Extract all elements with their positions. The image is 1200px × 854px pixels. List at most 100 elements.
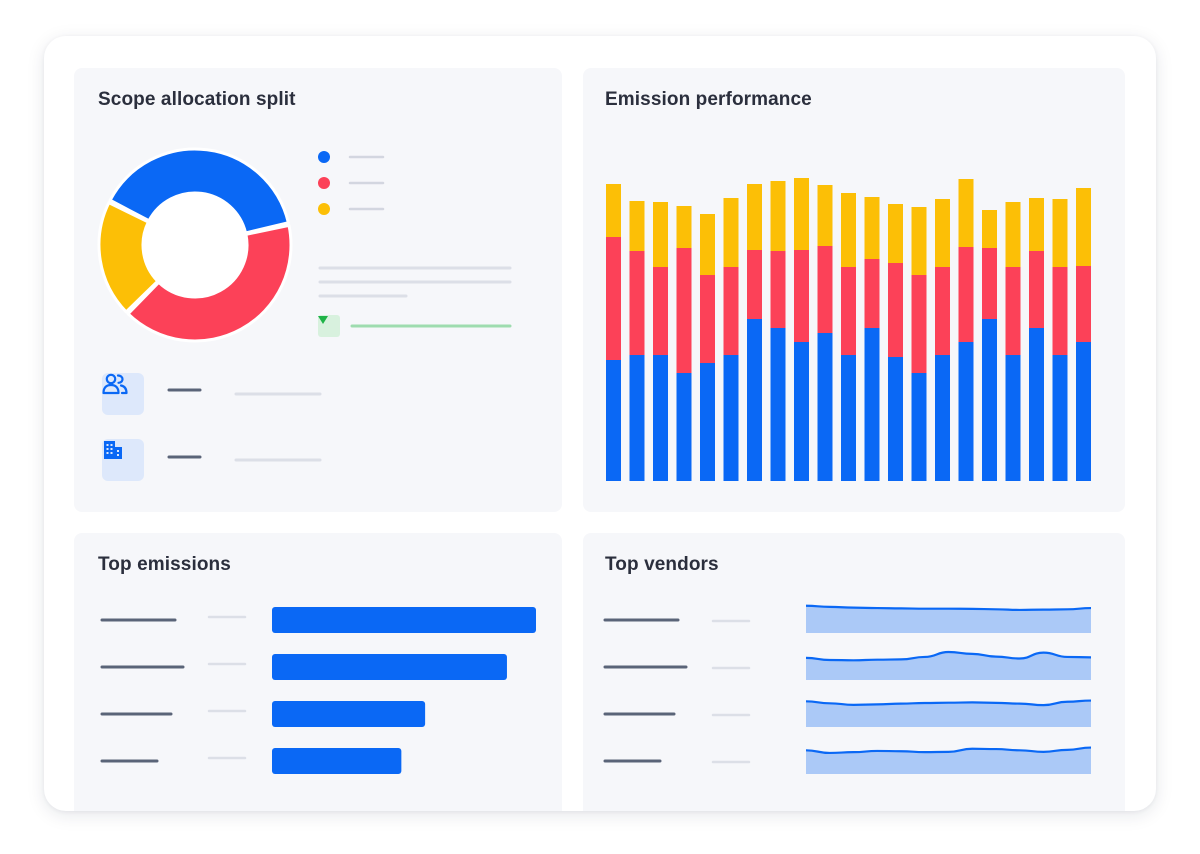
bar-10-segment-1: [817, 333, 833, 481]
emission-performance-title: Emission performance: [605, 89, 812, 110]
bar-7-segment-1: [747, 319, 762, 481]
vendor-area-4: [806, 747, 1091, 774]
vendor-line-4: [805, 746, 1092, 755]
donut-slice-2: [126, 223, 293, 343]
bar-20-segment-2: [1052, 267, 1068, 355]
top-vendors-card: Top vendors: [583, 533, 1125, 811]
emission-bar-2: [272, 654, 507, 680]
bar-16-segment-2: [958, 247, 974, 342]
bar-7-segment-3: [747, 184, 762, 250]
bar-13-segment-2: [888, 263, 903, 357]
bar-21-segment-1: [1076, 342, 1091, 481]
bar-15-segment-3: [935, 199, 950, 267]
bar-18-segment-3: [1005, 202, 1021, 267]
bar-13-segment-3: [888, 204, 903, 263]
down-arrow-icon: [318, 316, 328, 324]
top-emissions-chart: [100, 607, 536, 774]
bar-1-segment-1: [606, 360, 621, 481]
legend-dot-1: [318, 151, 330, 163]
vendor-area-3: [806, 700, 1091, 727]
bar-18-segment-2: [1005, 267, 1021, 355]
bar-16-segment-3: [958, 179, 974, 247]
bar-10-segment-2: [817, 246, 833, 333]
bar-20-segment-3: [1052, 199, 1068, 267]
bar-19-segment-3: [1029, 198, 1044, 251]
bar-12-segment-2: [864, 259, 880, 328]
bar-9-segment-2: [794, 250, 809, 342]
bar-15-segment-2: [935, 267, 950, 355]
bar-16-segment-1: [958, 342, 974, 481]
bar-9-segment-1: [794, 342, 809, 481]
bar-20-segment-1: [1052, 355, 1068, 481]
bar-11-segment-2: [841, 267, 856, 355]
bar-21-segment-3: [1076, 188, 1091, 266]
people-icon-box[interactable]: [102, 373, 144, 415]
emission-bar-3: [272, 701, 426, 727]
scope-allocation-chart: [97, 147, 512, 462]
bar-5-segment-3: [700, 214, 715, 275]
bar-6-segment-2: [723, 267, 739, 355]
dashboard-frame: Scope allocation split: [44, 36, 1156, 811]
bar-14-segment-1: [911, 373, 927, 481]
vendor-area-2: [806, 652, 1091, 680]
bar-4-segment-2: [676, 248, 692, 373]
vendor-line-3: [805, 699, 1092, 707]
bar-6-segment-1: [723, 355, 739, 481]
bar-9-segment-3: [794, 178, 809, 250]
legend-dot-3: [318, 203, 330, 215]
bar-3-segment-1: [653, 355, 668, 481]
trend-indicator: [318, 315, 340, 337]
bar-11-segment-3: [841, 193, 856, 267]
bar-18-segment-1: [1005, 355, 1021, 481]
bar-5-segment-2: [700, 275, 715, 363]
emission-bar-1: [272, 607, 536, 633]
top-vendors-title: Top vendors: [605, 554, 719, 575]
building-icon: [104, 441, 122, 459]
legend-dot-2: [318, 177, 330, 189]
scope-allocation-card: Scope allocation split: [74, 68, 562, 512]
bar-17-segment-3: [982, 210, 997, 248]
bar-21-segment-2: [1076, 266, 1091, 342]
emission-performance-chart: [606, 178, 1091, 481]
bar-14-segment-2: [911, 275, 927, 373]
top-emissions-title: Top emissions: [98, 554, 231, 575]
people-icon: [102, 373, 128, 395]
bar-4-segment-1: [676, 373, 692, 481]
emission-performance-card: Emission performance: [583, 68, 1125, 512]
bar-5-segment-1: [700, 363, 715, 481]
bar-6-segment-3: [723, 198, 739, 267]
emission-bar-4: [272, 748, 402, 774]
bar-2-segment-3: [629, 201, 645, 251]
bar-3-segment-3: [653, 202, 668, 267]
bar-12-segment-3: [864, 197, 880, 259]
bar-19-segment-2: [1029, 251, 1044, 328]
bar-1-segment-3: [606, 184, 621, 237]
bar-12-segment-1: [864, 328, 880, 481]
top-vendors-chart: [603, 604, 1092, 774]
scope-allocation-title: Scope allocation split: [98, 89, 296, 110]
bar-1-segment-2: [606, 237, 621, 360]
bar-17-segment-2: [982, 248, 997, 319]
bar-15-segment-1: [935, 355, 950, 481]
donut-slice-1: [108, 147, 290, 235]
bar-4-segment-3: [676, 206, 692, 248]
bar-13-segment-1: [888, 357, 903, 481]
bar-10-segment-3: [817, 185, 833, 246]
bar-8-segment-3: [770, 181, 786, 251]
bar-19-segment-1: [1029, 328, 1044, 481]
donut-hole: [144, 194, 246, 296]
bar-8-segment-2: [770, 251, 786, 328]
bar-17-segment-1: [982, 319, 997, 481]
top-emissions-card: Top emissions: [74, 533, 562, 811]
vendor-line-1: [805, 604, 1092, 612]
vendor-line-2: [805, 650, 1092, 662]
building-icon-box[interactable]: [102, 439, 144, 481]
bar-7-segment-2: [747, 250, 762, 319]
bar-14-segment-3: [911, 207, 927, 275]
bar-3-segment-2: [653, 267, 668, 355]
bar-11-segment-1: [841, 355, 856, 481]
vendor-area-1: [806, 605, 1091, 633]
bar-2-segment-2: [629, 251, 645, 355]
donut-slice-3: [97, 201, 160, 314]
bar-8-segment-1: [770, 328, 786, 481]
